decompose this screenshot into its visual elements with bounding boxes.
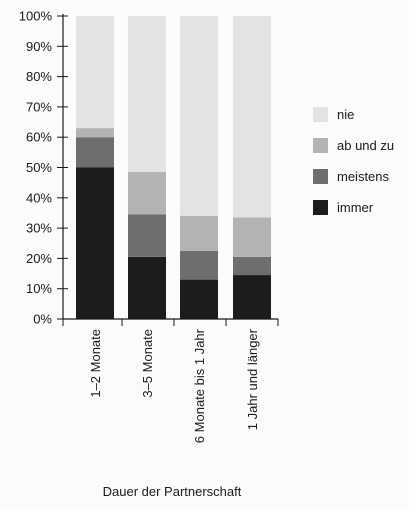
bar-segment-immer-3 <box>180 279 218 319</box>
bar-segment-immer-1 <box>76 167 114 319</box>
y-tick-label: 40% <box>26 190 52 205</box>
y-tick-label: 80% <box>26 69 52 84</box>
bar-segment-meistens-2 <box>128 214 166 257</box>
legend-swatch-ab-und-zu <box>313 138 328 153</box>
y-tick-label: 70% <box>26 99 52 114</box>
legend-label: immer <box>337 200 374 215</box>
y-tick-label: 60% <box>26 130 52 145</box>
legend-swatch-immer <box>313 200 328 215</box>
bar-segment-nie-1 <box>76 16 114 129</box>
y-tick-label: 30% <box>26 221 52 236</box>
x-axis: 1–2 Monate 3–5 Monate 6 Monate bis 1 Jahr 1… <box>62 318 279 443</box>
legend-swatch-nie <box>313 107 328 122</box>
legend-label: meistens <box>337 169 390 184</box>
legend-label: nie <box>337 107 354 122</box>
y-tick-label: 90% <box>26 39 52 54</box>
legend-swatch-meistens <box>313 169 328 184</box>
bar-segment-ab-und-zu-1 <box>76 128 114 138</box>
x-tick-label: 1–2 Monate <box>88 329 103 398</box>
bar-segment-ab-und-zu-4 <box>233 217 271 257</box>
bar-segment-immer-4 <box>233 275 271 319</box>
bar-segment-immer-2 <box>128 256 166 319</box>
bar-segment-nie-2 <box>128 16 166 173</box>
x-axis-title: Dauer der Partnerschaft <box>103 484 242 499</box>
x-tick-label: 3–5 Monate <box>140 329 155 398</box>
bar-segment-meistens-1 <box>76 137 114 168</box>
bar-segment-nie-3 <box>180 16 218 216</box>
bar-segment-meistens-4 <box>233 256 271 276</box>
y-tick-label: 20% <box>26 251 52 266</box>
bar-segment-nie-4 <box>233 16 271 218</box>
x-tick-label: 6 Monate bis 1 Jahr <box>192 328 207 443</box>
bar-segment-meistens-3 <box>180 250 218 280</box>
y-tick-label: 50% <box>26 160 52 175</box>
y-tick-label: 0% <box>33 312 52 327</box>
legend-label: ab und zu <box>337 138 394 153</box>
y-tick-label: 100% <box>19 9 53 24</box>
bar-segment-ab-und-zu-2 <box>128 172 166 215</box>
bars-group <box>76 16 271 319</box>
legend: nie ab und zu meistens immer <box>313 107 394 215</box>
x-tick-label: 1 Jahr und länger <box>245 328 260 430</box>
y-tick-label: 10% <box>26 281 52 296</box>
bar-segment-ab-und-zu-3 <box>180 215 218 251</box>
y-axis: 0% 10% 20% 30% 40% 50% 60% 70% 80% 90% 100% <box>19 9 68 327</box>
